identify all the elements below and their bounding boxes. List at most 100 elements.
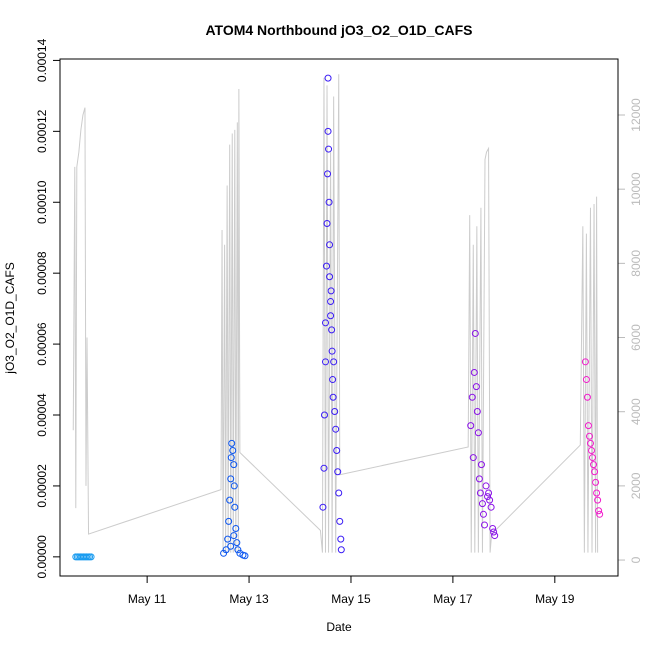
x-tick-label: May 19 xyxy=(535,592,575,606)
y2-tick-label: 6000 xyxy=(629,324,643,351)
point xyxy=(478,500,486,508)
point xyxy=(329,393,337,401)
point xyxy=(328,326,336,334)
point xyxy=(323,220,331,228)
point xyxy=(473,407,481,415)
point xyxy=(484,493,492,501)
y2-tick-label: 8000 xyxy=(629,250,643,277)
point xyxy=(471,329,479,337)
point xyxy=(595,507,603,515)
point xyxy=(229,446,237,454)
point xyxy=(468,393,476,401)
point xyxy=(330,358,338,366)
point xyxy=(337,535,345,543)
point xyxy=(331,407,339,415)
point xyxy=(225,517,233,525)
point xyxy=(487,503,495,511)
point xyxy=(327,312,335,320)
point xyxy=(586,439,594,447)
x-tick-label: May 11 xyxy=(128,592,167,606)
y2-tick-label: 2000 xyxy=(629,472,643,499)
y2-tick-label: 0 xyxy=(629,556,643,563)
point xyxy=(588,446,596,454)
point xyxy=(482,482,490,490)
chart-title: ATOM4 Northbound jO3_O2_O1D_CAFS xyxy=(205,22,472,38)
point xyxy=(321,319,329,327)
point xyxy=(326,273,334,281)
point xyxy=(585,432,593,440)
point xyxy=(325,145,333,153)
point xyxy=(593,489,601,497)
point xyxy=(227,475,235,483)
point xyxy=(327,287,335,295)
point xyxy=(480,521,488,529)
point xyxy=(327,298,335,306)
point xyxy=(469,454,477,462)
point xyxy=(324,127,332,135)
point xyxy=(319,503,327,511)
point xyxy=(486,496,494,504)
point xyxy=(224,535,232,543)
x-tick-label: May 13 xyxy=(229,592,269,606)
point xyxy=(335,489,343,497)
y-tick-label: 0.00000 xyxy=(35,535,49,579)
point xyxy=(333,446,341,454)
point xyxy=(590,461,598,469)
point xyxy=(241,552,249,560)
point xyxy=(475,475,483,483)
point xyxy=(329,376,337,384)
y2-tick-label: 4000 xyxy=(629,398,643,425)
point xyxy=(227,454,235,462)
point xyxy=(582,376,590,384)
y-axis-label: jO3_O2_O1D_CAFS xyxy=(3,262,17,374)
point xyxy=(332,425,340,433)
point xyxy=(325,198,333,206)
point xyxy=(583,393,591,401)
point xyxy=(490,528,498,536)
point xyxy=(477,461,485,469)
point xyxy=(472,383,480,391)
point xyxy=(320,464,328,472)
point xyxy=(222,546,230,554)
y2-tick-label: 12000 xyxy=(629,98,643,132)
point xyxy=(231,503,239,511)
point xyxy=(467,422,475,430)
point xyxy=(320,411,328,419)
point xyxy=(596,510,604,518)
point xyxy=(324,74,332,82)
point xyxy=(232,524,240,532)
point xyxy=(230,532,238,540)
y-tick-label: 0.00010 xyxy=(35,180,49,224)
point xyxy=(226,496,234,504)
point xyxy=(581,358,589,366)
x-axis-label: Date xyxy=(326,620,352,634)
point xyxy=(594,496,602,504)
point xyxy=(476,489,484,497)
y2-tick-label: 10000 xyxy=(629,172,643,206)
point xyxy=(584,422,592,430)
point xyxy=(233,539,241,547)
point xyxy=(489,524,497,532)
point xyxy=(234,546,242,554)
plot-box xyxy=(59,58,619,577)
point xyxy=(485,489,493,497)
y-tick-label: 0.00006 xyxy=(35,322,49,366)
y-tick-label: 0.00008 xyxy=(35,251,49,295)
line xyxy=(72,74,599,553)
point xyxy=(337,546,345,554)
y-tick-label: 0.00004 xyxy=(35,393,49,437)
point xyxy=(230,482,238,490)
point xyxy=(228,439,236,447)
point xyxy=(479,510,487,518)
point xyxy=(323,262,331,270)
point xyxy=(334,468,342,476)
y-tick-label: 0.00002 xyxy=(35,464,49,508)
point xyxy=(324,170,332,178)
point xyxy=(336,517,344,525)
point xyxy=(326,241,334,249)
point xyxy=(230,461,238,469)
x-tick-label: May 15 xyxy=(331,592,371,606)
point xyxy=(592,478,600,486)
